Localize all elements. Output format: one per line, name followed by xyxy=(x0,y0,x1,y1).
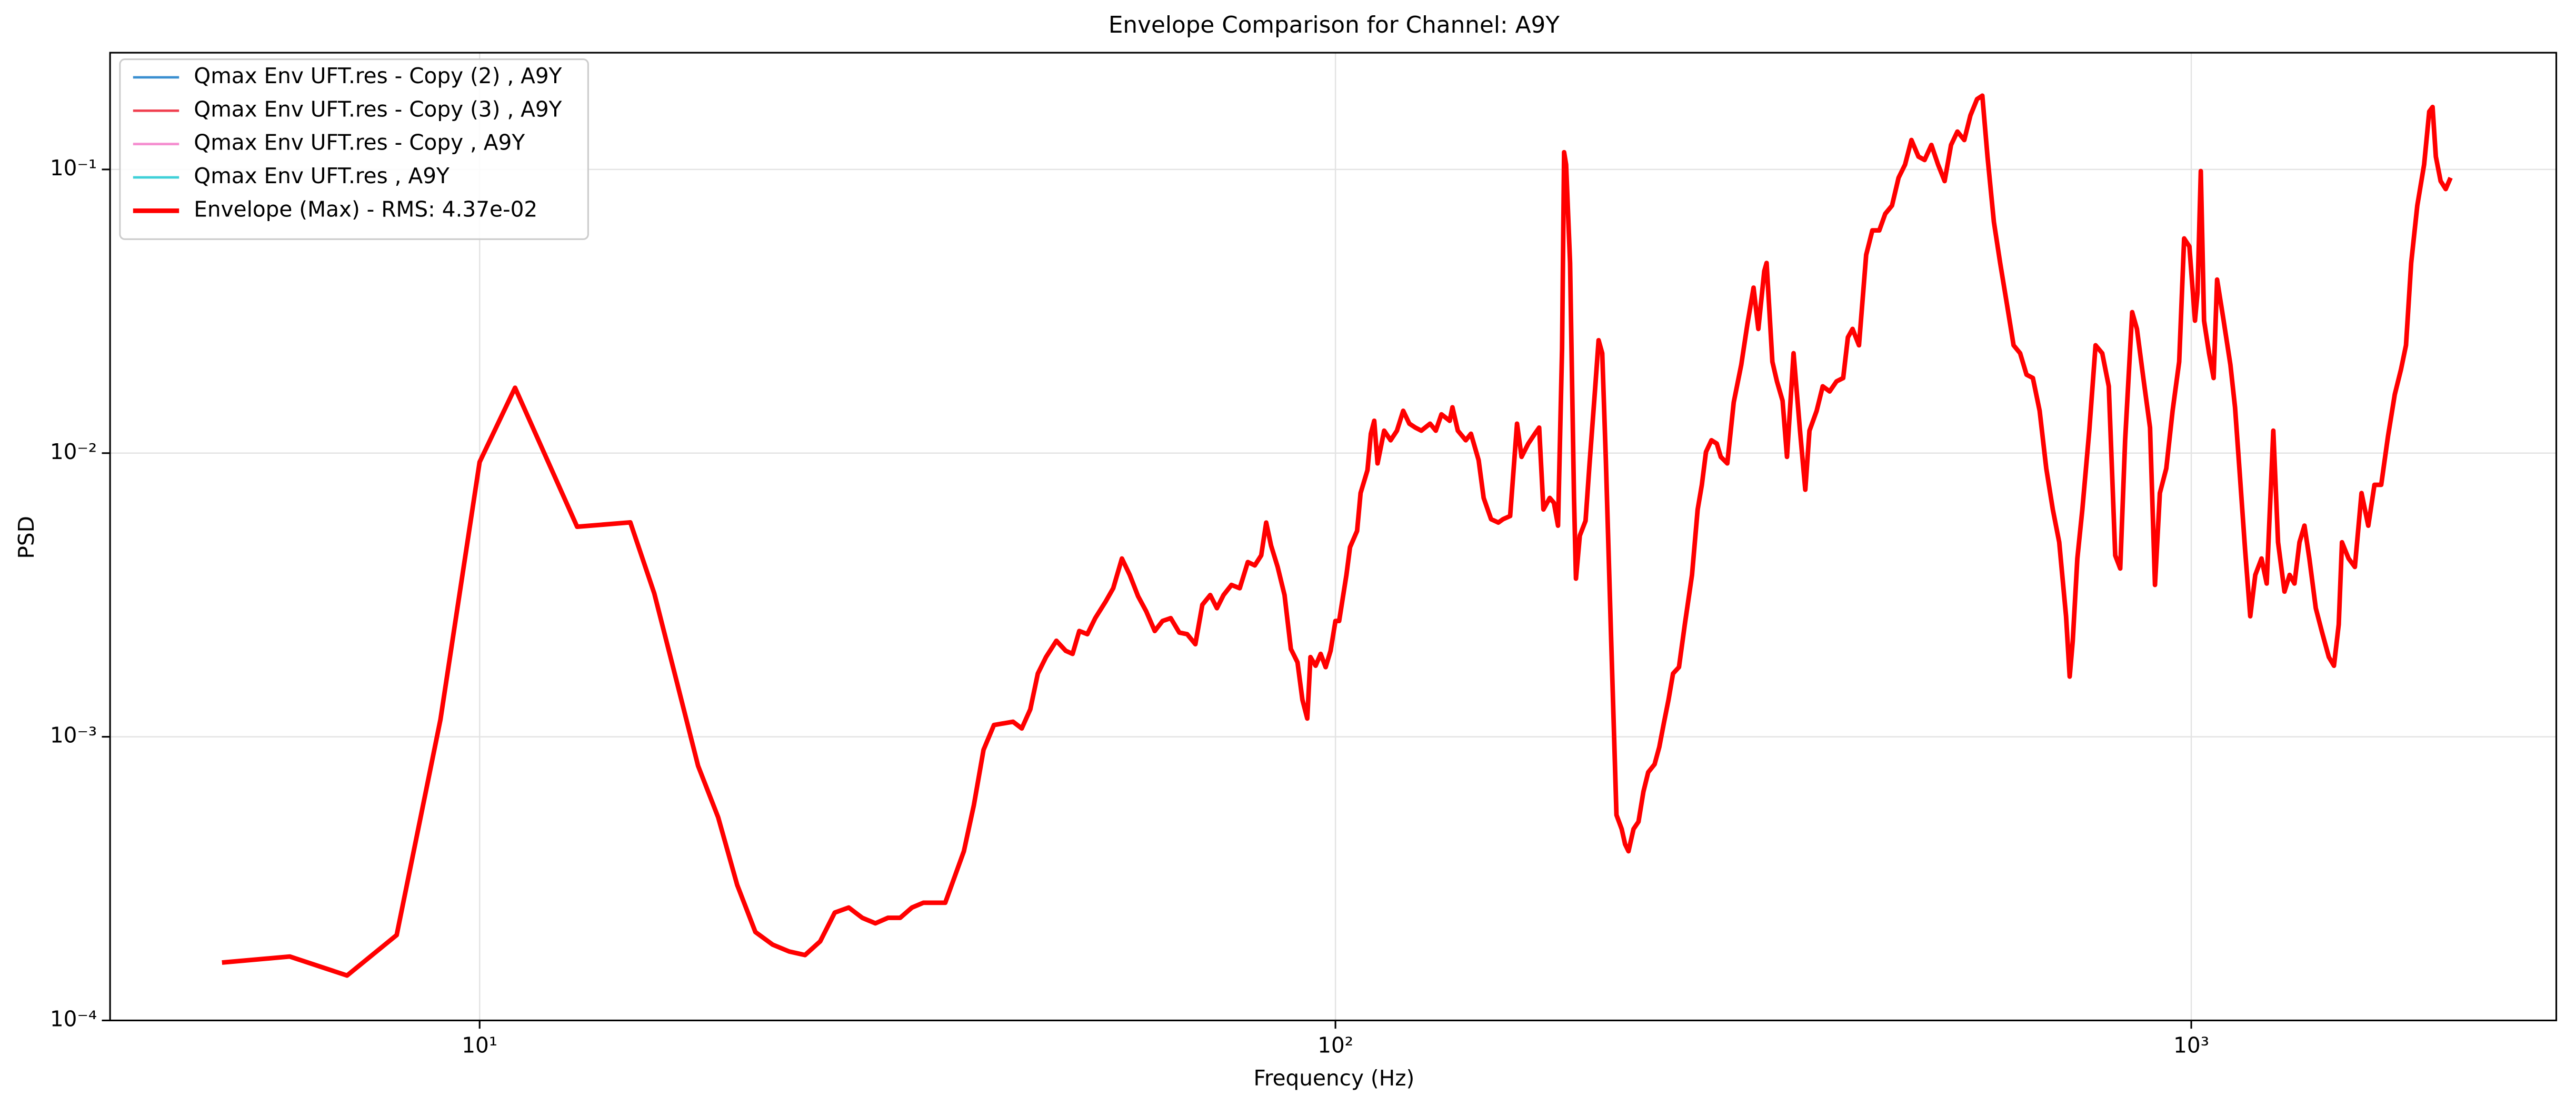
x-tick-label: 10² xyxy=(1317,1032,1353,1058)
legend-label: Qmax Env UFT.res - Copy , A9Y xyxy=(194,130,525,155)
y-tick-label: 10⁻¹ xyxy=(50,155,97,181)
x-axis-label: Frequency (Hz) xyxy=(1253,1065,1414,1091)
x-tick-label: 10³ xyxy=(2173,1032,2209,1058)
series-line xyxy=(222,93,2453,978)
legend-label: Envelope (Max) - RMS: 4.37e-02 xyxy=(194,196,537,222)
y-tick-label: 10⁻⁴ xyxy=(50,1006,97,1031)
plot-frame xyxy=(109,52,2558,1022)
y-tick-label: 10⁻³ xyxy=(50,723,97,748)
legend-box xyxy=(119,58,589,240)
x-tick-label: 10¹ xyxy=(462,1032,497,1058)
legend: Qmax Env UFT.res - Copy (2) , A9Y Qmax En… xyxy=(119,58,589,240)
y-axis-label: PSD xyxy=(14,516,39,559)
legend-label: Qmax Env UFT.res - Copy (2) , A9Y xyxy=(194,63,562,88)
legend-label: Qmax Env UFT.res - Copy (3) , A9Y xyxy=(194,96,562,122)
chart-title: Envelope Comparison for Channel: A9Y xyxy=(1109,12,1560,38)
legend-label: Qmax Env UFT.res , A9Y xyxy=(194,163,450,188)
y-tick-label: 10⁻² xyxy=(50,439,97,464)
